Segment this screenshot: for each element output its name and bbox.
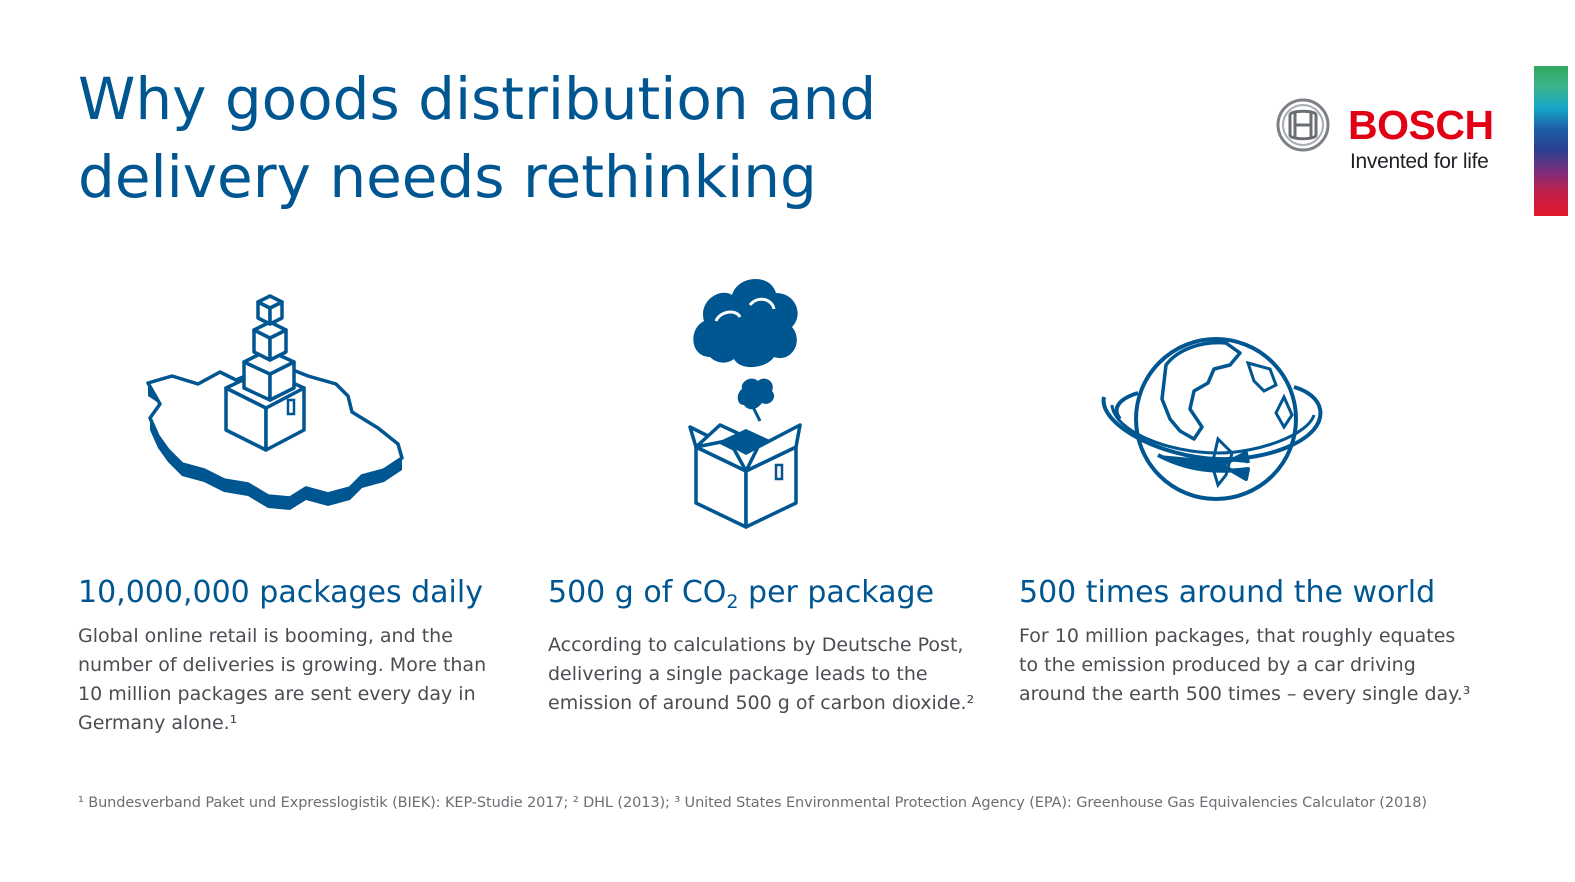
stat-heading-world: 500 times around the world [1019, 575, 1436, 610]
stat-body-co2: According to calculations by Deutsche Po… [548, 634, 975, 714]
stat-column-co2: 500 g of CO2 per package According to ca… [548, 572, 974, 718]
stat-column-packages: 10,000,000 packages daily Global online … [78, 572, 486, 738]
bosch-logo: BOSCH Invented for life [1276, 98, 1516, 178]
title-line-1: Why goods distribution and [78, 65, 877, 133]
stat-heading-co2: 500 g of CO2 per package [548, 575, 935, 613]
globe-orbit-icon [1101, 337, 1323, 501]
box-co2-cloud-icon [688, 278, 802, 529]
bosch-armature-icon [1276, 98, 1330, 152]
stat-column-world: 500 times around the world For 10 millio… [1019, 572, 1470, 709]
page-title: Why goods distribution and delivery need… [78, 60, 978, 216]
stat-heading-packages: 10,000,000 packages daily [78, 575, 483, 610]
bosch-wordmark: BOSCH [1348, 102, 1494, 148]
title-line-2: delivery needs rethinking [78, 143, 817, 211]
supergraphic-strip [1534, 66, 1568, 216]
stat-body-packages: Global online retail is booming, and the… [78, 625, 487, 734]
bosch-tagline: Invented for life [1350, 150, 1489, 173]
stat-body-world: For 10 million packages, that roughly eq… [1019, 625, 1471, 705]
germany-map-packages-icon [146, 294, 404, 510]
footnote-sources: ¹ Bundesverband Paket und Expresslogisti… [78, 795, 1427, 811]
